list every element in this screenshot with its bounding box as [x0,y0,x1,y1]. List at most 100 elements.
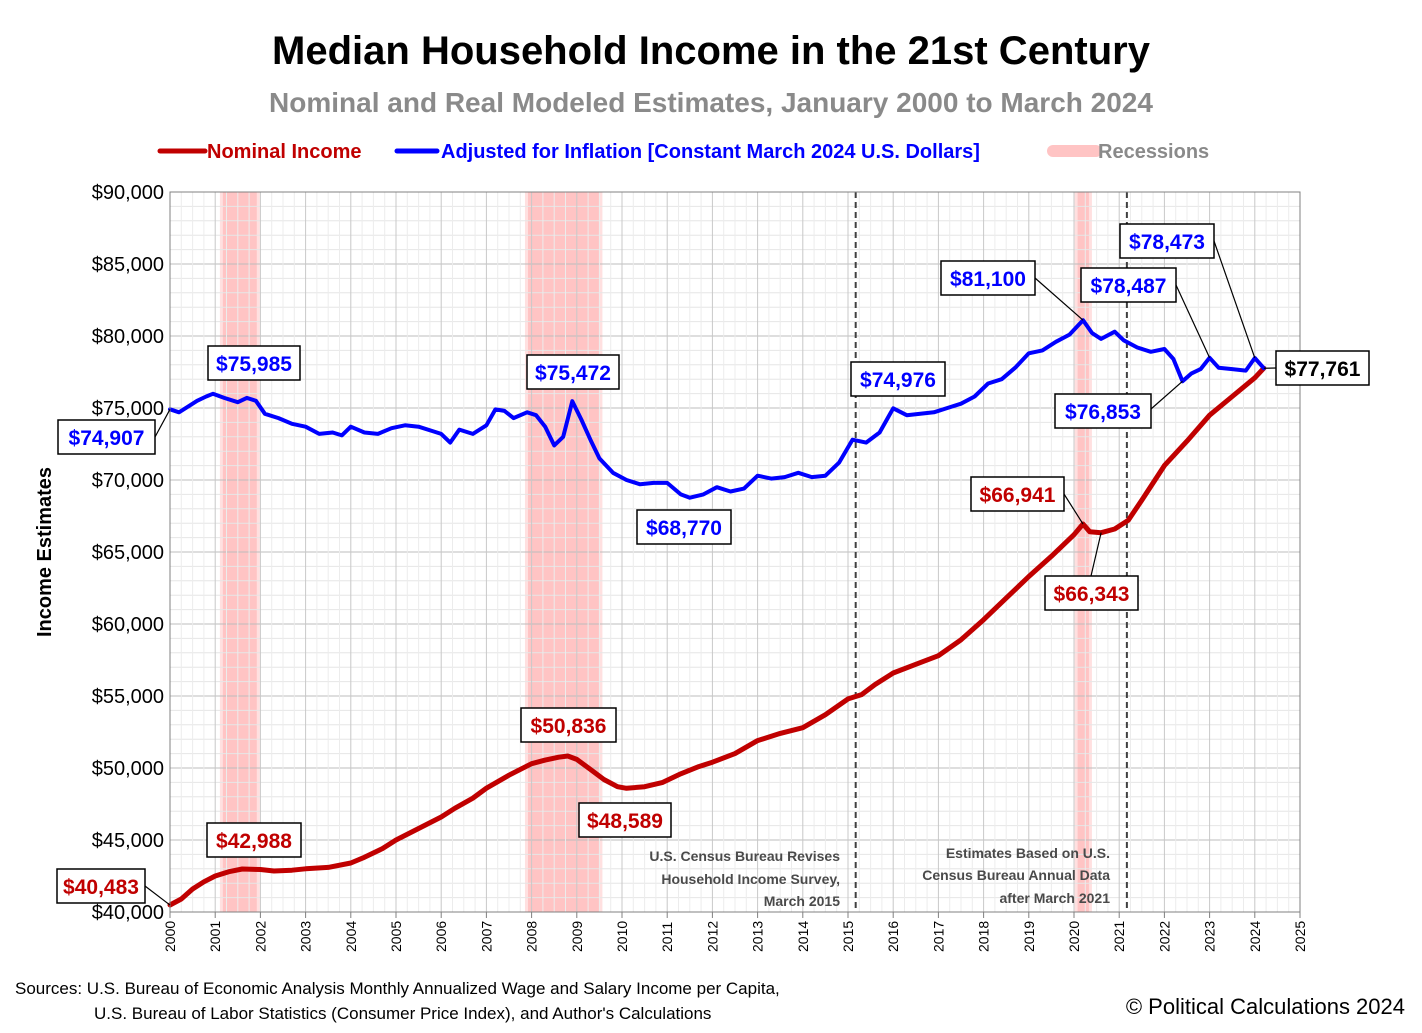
copyright: © Political Calculations 2024 [1126,994,1405,1019]
x-tick-label: 2021 [1111,921,1127,952]
callout-label: $74,907 [57,409,171,455]
callout-value: $66,941 [980,484,1056,507]
y-tick-label: $40,000 [92,902,164,924]
data-callouts: $40,483 $42,988 $50,836 $48,589 $66,941 $66,3… [56,223,1370,906]
y-tick-label: $50,000 [92,758,164,780]
callout-box [1080,267,1177,303]
callout-label: $50,836 [520,707,617,743]
callout-label: $42,988 [206,822,302,858]
callout-value: $40,483 [63,876,139,899]
callout-label: $78,473 [1119,223,1256,359]
data-series [167,318,1267,908]
plot-frame [169,191,1301,913]
x-tick-label: 2016 [885,921,901,952]
callout-value: $50,836 [531,715,607,738]
callout-value: $76,853 [1065,401,1141,424]
callout-label: $74,976 [850,361,946,397]
note-line: Estimates Based on U.S. [946,845,1110,861]
legend-label-nominal: Nominal Income [207,141,361,163]
callout-value: $81,100 [950,268,1026,291]
callout-value: $74,976 [860,369,936,392]
callout-label: $48,589 [578,802,672,838]
x-tick-label: 2002 [252,921,268,952]
callout-box [56,868,146,904]
x-tick-label: 2013 [750,921,766,952]
legend-label-recessions: Recessions [1098,141,1209,163]
x-tick-label: 2020 [1066,921,1082,952]
callout-label: $40,483 [56,868,171,906]
legend: Nominal Income Adjusted for Inflation [C… [157,141,1209,163]
callout-value: $68,770 [646,517,722,540]
note-census-revision: U.S. Census Bureau Revises Household Inc… [649,848,840,909]
x-tick-label: 2010 [614,921,630,952]
callout-box [578,802,672,838]
x-tick-label: 2007 [478,921,494,952]
callout-connector [1213,240,1256,359]
callout-connector [1063,493,1084,525]
y-tick-label: $70,000 [92,470,164,492]
note-line: March 2015 [764,893,840,909]
callout-label: $77,761 [1263,350,1370,386]
callout-connector [1175,284,1211,359]
x-tick-label: 2008 [524,921,540,952]
x-tick-label: 2011 [659,922,675,952]
y-tick-label: $65,000 [92,542,164,564]
x-tick-label: 2014 [795,921,811,952]
callout-value: $75,985 [216,353,292,376]
note-line: Census Bureau Annual Data [922,867,1110,883]
callout-label: $66,941 [970,476,1084,525]
callout-connector [144,885,171,906]
callout-value: $42,988 [216,830,292,853]
y-axis-label: Income Estimates [34,467,56,637]
callout-connector [1150,380,1183,410]
y-tick-label: $60,000 [92,614,164,636]
callout-value: $75,472 [535,362,611,385]
callout-value: $74,907 [69,427,145,450]
x-tick-label: 2019 [1021,921,1037,952]
callout-label: $75,472 [526,354,620,390]
callout-label: $66,343 [1044,532,1139,611]
y-tick-label: $90,000 [92,182,164,204]
callout-label: $75,985 [207,345,301,381]
callout-box [1044,575,1139,611]
callout-label: $81,100 [940,260,1084,321]
callout-box [207,345,301,381]
callout-value: $66,343 [1054,583,1130,606]
plot-area [167,191,1301,913]
x-tick-label: 2018 [976,921,992,952]
note-annual-data: Estimates Based on U.S. Census Bureau An… [922,845,1110,906]
callout-value: $48,589 [587,810,663,833]
x-tick-label: 2025 [1292,921,1308,952]
chart-subtitle: Nominal and Real Modeled Estimates, Janu… [269,87,1153,118]
x-tick-label: 2004 [343,921,359,952]
x-tick-label: 2001 [207,921,223,952]
x-tick-label: 2000 [162,921,178,952]
x-tick-label: 2012 [704,921,720,952]
chart-title: Median Household Income in the 21st Cent… [272,29,1151,73]
callout-box [970,476,1065,512]
y-tick-label: $45,000 [92,830,164,852]
x-tick-label: 2006 [433,921,449,952]
callout-connector [1034,277,1084,321]
callout-connector [1090,532,1102,577]
callout-value: $78,473 [1129,231,1205,254]
legend-label-real: Adjusted for Inflation [Constant March 2… [441,141,980,163]
x-tick-label: 2009 [569,921,585,952]
x-tick-label: 2024 [1247,921,1263,952]
callout-label: $68,770 [636,509,732,545]
y-tick-label: $75,000 [92,398,164,420]
note-line: after March 2021 [999,890,1110,906]
callout-box [57,419,156,455]
callout-box [206,822,302,858]
x-axis-ticks: 2000 2001 2002 2003 2004 2005 2006 2007 2008 2009… [162,912,1308,952]
series-line-real [168,318,1266,500]
y-tick-label: $85,000 [92,254,164,276]
callout-box [520,707,617,743]
vertical-markers [854,192,1128,912]
series-line-nominal [167,365,1267,908]
x-tick-label: 2003 [298,921,314,952]
callout-box [850,361,946,397]
callout-connector [154,409,171,438]
note-line: U.S. Census Bureau Revises [649,848,840,864]
